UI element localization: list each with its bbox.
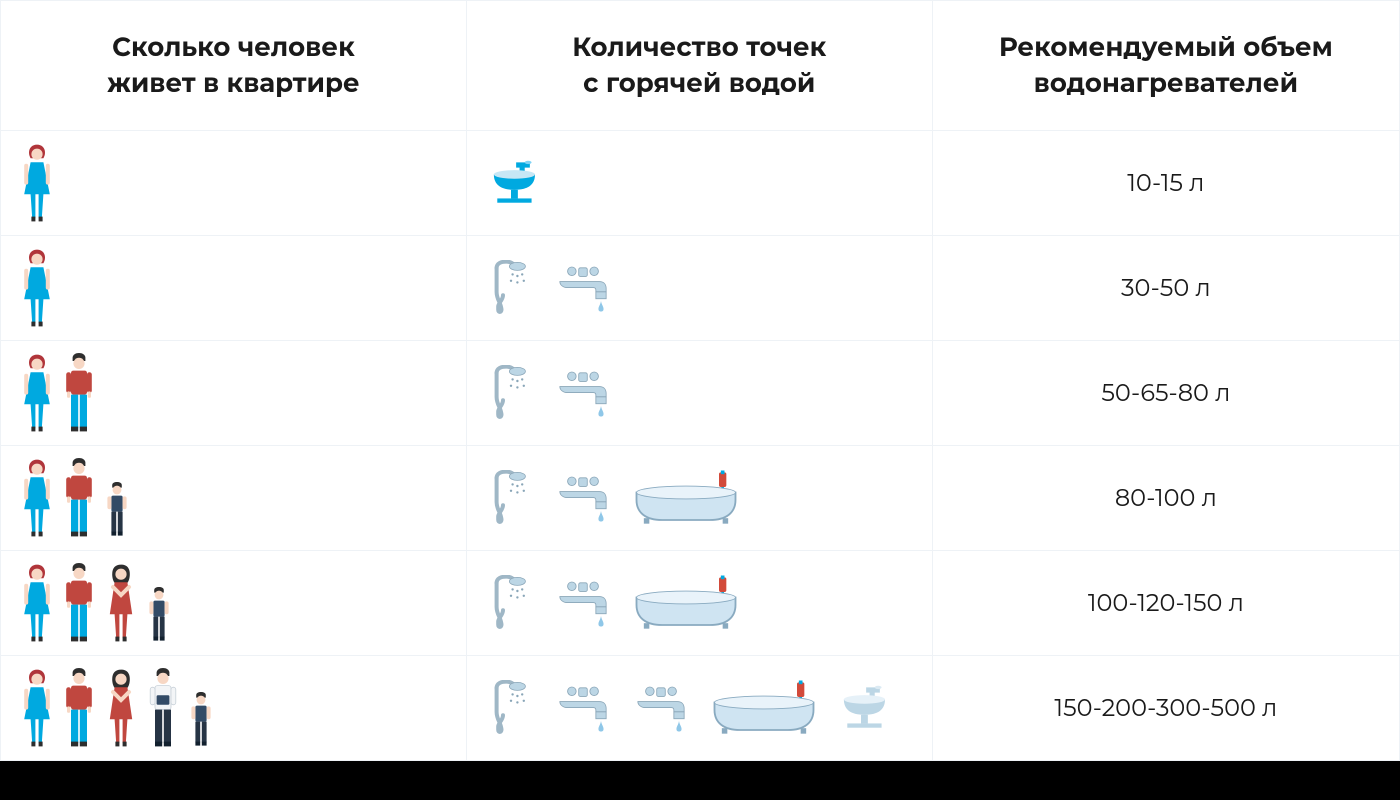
cell-people xyxy=(1,341,467,446)
sink-active-icon xyxy=(487,155,547,211)
header-people-line1: Сколько человек xyxy=(112,31,355,63)
woman-icon xyxy=(21,563,53,643)
table-row: 10-15 л xyxy=(1,131,1400,236)
cell-volume: 150-200-300-500 л xyxy=(932,656,1399,761)
cell-volume: 80-100 л xyxy=(932,446,1399,551)
cell-volume: 100-120-150 л xyxy=(932,551,1399,656)
table-row: 30-50 л xyxy=(1,236,1400,341)
cell-points xyxy=(466,236,932,341)
tap-icon xyxy=(553,260,613,316)
shower-icon xyxy=(487,470,535,526)
water-heater-table-sheet: Сколько человек живет в квартире Количес… xyxy=(0,0,1400,760)
cell-volume: 10-15 л xyxy=(932,131,1399,236)
shower-icon xyxy=(487,575,535,631)
water-heater-table: Сколько человек живет в квартире Количес… xyxy=(0,0,1400,761)
man-icon xyxy=(63,458,95,538)
tap-icon xyxy=(631,680,691,736)
shower-icon xyxy=(487,365,535,421)
header-points: Количество точек с горячей водой xyxy=(466,1,932,131)
cell-people xyxy=(1,131,467,236)
header-volume: Рекомендуемый объем водонагревателей xyxy=(932,1,1399,131)
child-icon xyxy=(105,482,129,538)
woman2-icon xyxy=(105,668,137,748)
table-body: 10-15 л30-50 л50-65-80 л80-100 л100-120-… xyxy=(1,131,1400,761)
shower-icon xyxy=(487,680,535,736)
bath-icon xyxy=(709,680,819,736)
header-points-line2: с горячей водой xyxy=(583,67,815,99)
header-volume-line2: водонагревателей xyxy=(1034,67,1298,99)
table-row: 80-100 л xyxy=(1,446,1400,551)
tap-icon xyxy=(553,365,613,421)
table-row: 150-200-300-500 л xyxy=(1,656,1400,761)
sink-icon xyxy=(837,680,897,736)
bath-icon xyxy=(631,470,741,526)
man-icon xyxy=(63,563,95,643)
man2-icon xyxy=(147,668,179,748)
child-icon xyxy=(147,587,171,643)
header-people-line2: живет в квартире xyxy=(107,67,360,99)
tap-icon xyxy=(553,680,613,736)
cell-volume: 30-50 л xyxy=(932,236,1399,341)
woman2-icon xyxy=(105,563,137,643)
header-volume-line1: Рекомендуемый объем xyxy=(999,31,1333,63)
cell-volume: 50-65-80 л xyxy=(932,341,1399,446)
woman-icon xyxy=(21,458,53,538)
header-points-line1: Количество точек xyxy=(572,31,826,63)
tap-icon xyxy=(553,470,613,526)
cell-points xyxy=(466,656,932,761)
table-row: 100-120-150 л xyxy=(1,551,1400,656)
bath-icon xyxy=(631,575,741,631)
table-header-row: Сколько человек живет в квартире Количес… xyxy=(1,1,1400,131)
woman-icon xyxy=(21,143,53,223)
table-row: 50-65-80 л xyxy=(1,341,1400,446)
cell-points xyxy=(466,446,932,551)
shower-icon xyxy=(487,260,535,316)
tap-icon xyxy=(553,575,613,631)
man-icon xyxy=(63,353,95,433)
cell-points xyxy=(466,341,932,446)
cell-people xyxy=(1,446,467,551)
woman-icon xyxy=(21,248,53,328)
cell-people xyxy=(1,551,467,656)
man-icon xyxy=(63,668,95,748)
cell-people xyxy=(1,656,467,761)
cell-points xyxy=(466,551,932,656)
child-icon xyxy=(189,692,213,748)
cell-people xyxy=(1,236,467,341)
woman-icon xyxy=(21,668,53,748)
header-people: Сколько человек живет в квартире xyxy=(1,1,467,131)
cell-points xyxy=(466,131,932,236)
woman-icon xyxy=(21,353,53,433)
